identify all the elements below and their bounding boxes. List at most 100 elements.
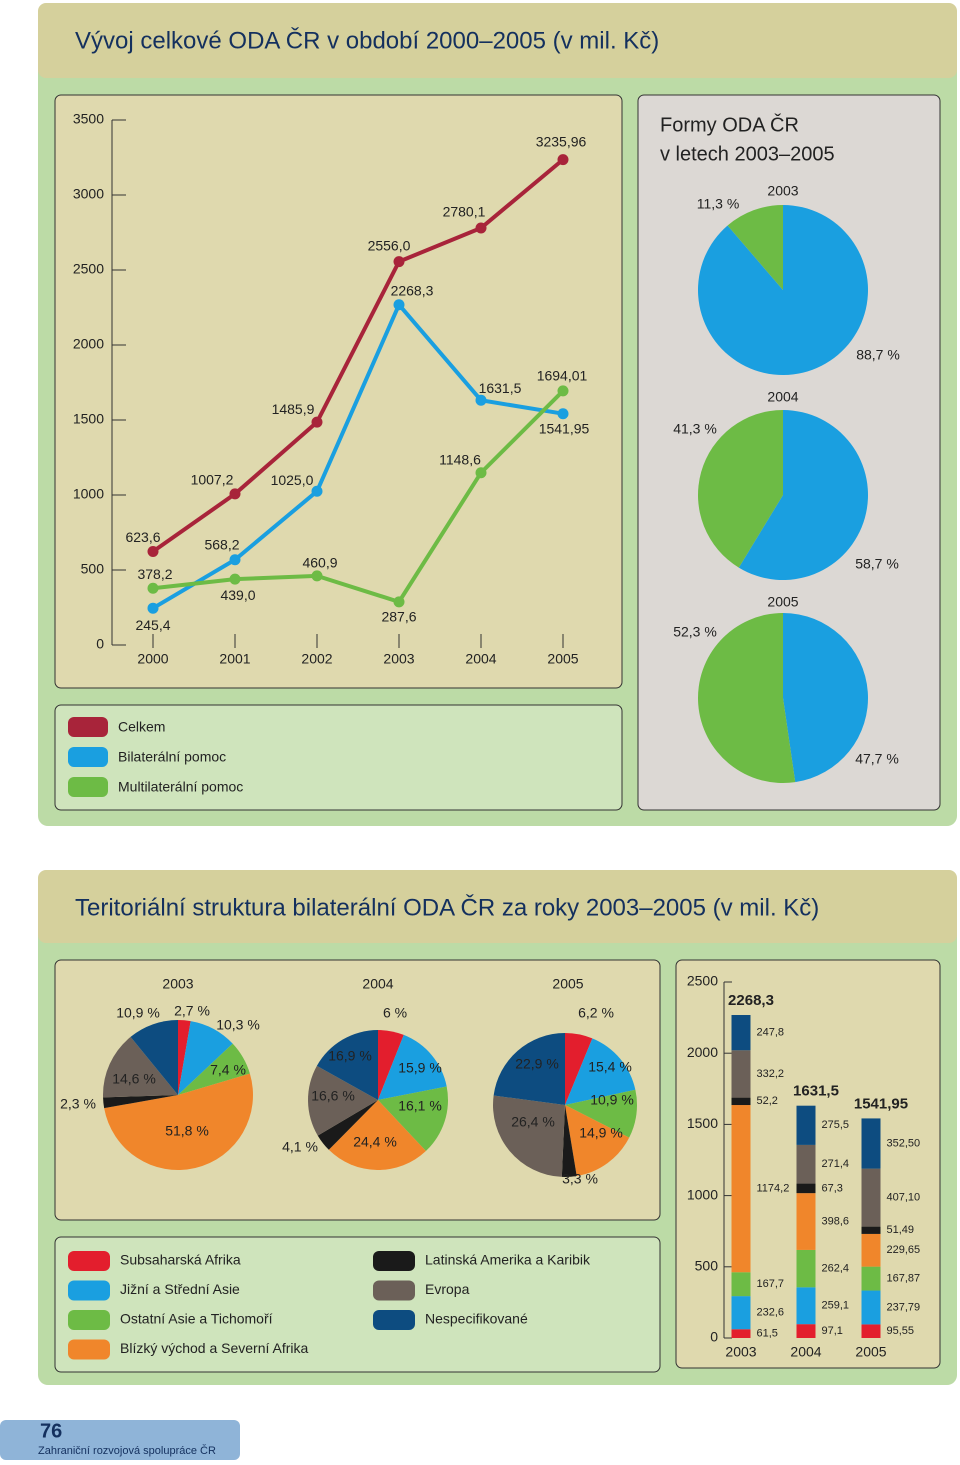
y-tick-label: 2000 xyxy=(687,1044,718,1060)
pie-year: 2005 xyxy=(552,976,583,992)
data-label: 407,10 xyxy=(887,1192,921,1204)
pie-year: 2005 xyxy=(767,594,798,610)
pie-slice xyxy=(493,1033,565,1105)
pie-slice xyxy=(378,1086,448,1152)
point xyxy=(475,222,487,234)
y-tick-label: 500 xyxy=(695,1258,719,1274)
point xyxy=(475,467,487,479)
legend-label: Celkem xyxy=(118,719,165,735)
data-label: 1631,5 xyxy=(479,380,522,396)
data-label: 6,2 % xyxy=(578,1005,614,1021)
pie-slice xyxy=(565,1038,636,1105)
pie-slice xyxy=(130,1020,178,1095)
data-label: 14,9 % xyxy=(579,1125,623,1141)
data-label: 16,6 % xyxy=(311,1088,355,1104)
data-label: 275,5 xyxy=(822,1119,850,1131)
bar-segment xyxy=(796,1144,816,1184)
legend-label: Jižní a Střední Asie xyxy=(120,1281,240,1297)
data-label: 287,6 xyxy=(381,609,416,625)
footer-band xyxy=(0,1420,240,1460)
data-label: 2,3 % xyxy=(60,1096,96,1112)
legend-swatch xyxy=(68,1251,110,1271)
y-tick-label: 1500 xyxy=(687,1115,718,1131)
bar-segment xyxy=(796,1183,816,1194)
data-label: 11,3 % xyxy=(697,196,740,212)
line xyxy=(151,158,565,554)
data-label: 88,7 % xyxy=(856,347,900,363)
data-label: 41,3 % xyxy=(673,421,717,437)
data-label: 10,3 % xyxy=(216,1017,260,1033)
pie-slice xyxy=(565,1105,630,1177)
data-label: 67,3 xyxy=(822,1182,843,1194)
bar-segment xyxy=(731,1296,751,1330)
point xyxy=(557,154,569,166)
pie-slice xyxy=(492,1095,565,1177)
x-tick-label: 2005 xyxy=(547,651,578,667)
total-label: 1541,95 xyxy=(854,1095,908,1112)
legend-label: Evropa xyxy=(425,1281,470,1297)
data-label: 460,9 xyxy=(302,555,337,571)
data-label: 245,4 xyxy=(135,617,170,633)
bar-segment xyxy=(731,1015,751,1051)
pie-slice xyxy=(565,1089,637,1138)
data-label: 16,9 % xyxy=(328,1048,372,1064)
data-label: 2268,3 xyxy=(391,282,434,298)
legend-swatch xyxy=(373,1251,415,1271)
data-label: 1025,0 xyxy=(271,472,314,488)
y-tick-label: 1000 xyxy=(73,486,104,502)
legend-panel xyxy=(54,704,623,811)
legend-label: Multilaterální pomoc xyxy=(118,779,243,795)
point xyxy=(147,545,159,557)
pie-slice xyxy=(378,1030,404,1100)
pie-title: v letech 2003–2005 xyxy=(660,143,835,165)
data-label: 1174,2 xyxy=(757,1183,790,1195)
legend-swatch xyxy=(68,1280,110,1301)
bar-segment xyxy=(861,1226,881,1234)
data-label: 229,65 xyxy=(887,1244,921,1256)
bar-segment xyxy=(861,1290,881,1325)
bar-segment xyxy=(731,1105,751,1273)
data-label: 10,9 % xyxy=(116,1005,160,1021)
bar-segment xyxy=(796,1249,816,1288)
point xyxy=(393,256,405,268)
pie-year: 2003 xyxy=(767,183,798,199)
data-label: 51,49 xyxy=(887,1224,915,1236)
y-tick-label: 2500 xyxy=(73,261,104,277)
pie-slice xyxy=(178,1043,250,1095)
data-label: 3235,96 xyxy=(536,133,587,149)
data-label: 95,55 xyxy=(887,1325,915,1337)
point xyxy=(147,582,159,594)
pie-slice xyxy=(565,1033,593,1105)
bar-segment xyxy=(731,1097,751,1106)
pie-slice xyxy=(783,613,868,783)
y-tick-label: 0 xyxy=(710,1329,718,1345)
data-label: 47,7 % xyxy=(855,751,899,767)
data-label: 14,6 % xyxy=(112,1071,156,1087)
point xyxy=(311,485,323,497)
legend-label: Ostatní Asie a Tichomoří xyxy=(120,1311,273,1327)
page-number: 76 xyxy=(40,1420,62,1442)
legend-panel xyxy=(54,1236,661,1373)
plot-panel xyxy=(54,94,623,689)
pie-slice xyxy=(378,1034,447,1100)
data-label: 10,9 % xyxy=(590,1092,634,1108)
total-label: 1631,5 xyxy=(793,1083,839,1100)
x-tick-label: 2002 xyxy=(301,651,332,667)
y-tick-label: 2500 xyxy=(687,973,718,989)
pie-slice xyxy=(103,1095,178,1109)
y-tick-label: 2000 xyxy=(73,336,104,352)
data-label: 15,4 % xyxy=(588,1059,632,1075)
legend-swatch xyxy=(373,1280,415,1301)
point xyxy=(311,570,323,582)
data-label: 262,4 xyxy=(822,1263,850,1275)
point xyxy=(475,394,487,406)
data-label: 26,4 % xyxy=(511,1114,555,1130)
legend-label: Latinská Amerika a Karibik xyxy=(425,1252,591,1268)
title-band xyxy=(38,870,957,943)
pie-slice xyxy=(316,1030,378,1100)
data-label: 51,8 % xyxy=(165,1123,209,1139)
pie-slice xyxy=(103,1036,178,1098)
point xyxy=(393,299,405,311)
bar-segment xyxy=(861,1168,881,1227)
